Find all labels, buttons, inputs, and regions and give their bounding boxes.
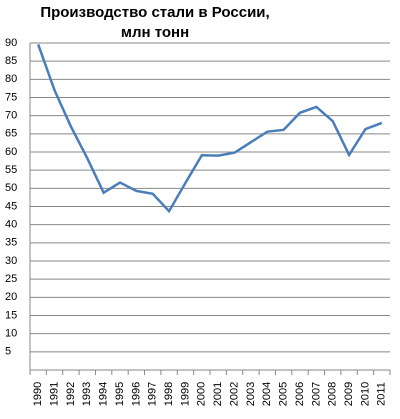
x-tick-label: 2011	[376, 382, 388, 406]
x-tick-label: 1991	[48, 382, 60, 406]
y-tick-label: 5	[5, 346, 11, 358]
x-tick-label: 2008	[327, 382, 339, 406]
x-tick-label: 2007	[310, 382, 322, 406]
x-tick-label: 2001	[212, 382, 224, 406]
x-tick-label: 1998	[163, 382, 175, 406]
x-tick-label: 1997	[147, 382, 159, 406]
chart-title: млн тонн	[121, 24, 189, 41]
y-tick-label: 15	[5, 309, 17, 321]
x-tick-label: 1999	[179, 382, 191, 406]
y-tick-label: 90	[5, 37, 17, 49]
x-tick-label: 1993	[81, 382, 93, 406]
x-tick-label: 2002	[228, 382, 240, 406]
x-tick-label: 2009	[343, 382, 355, 406]
y-tick-label: 65	[5, 128, 17, 140]
y-tick-label: 10	[5, 328, 17, 340]
y-tick-label: 80	[5, 73, 17, 85]
y-tick-label: 55	[5, 164, 17, 176]
x-tick-label: 2005	[278, 382, 290, 406]
x-tick-label: 2004	[261, 382, 273, 406]
data-line	[37, 44, 383, 214]
y-tick-label: 35	[5, 237, 17, 249]
y-tick-label: 70	[5, 110, 17, 122]
chart-title: Производство стали в России,	[40, 4, 269, 21]
y-tick-label: 45	[5, 200, 17, 212]
x-tick-label: 1994	[98, 382, 110, 406]
y-tick-label: 50	[5, 182, 17, 194]
x-tick-label: 1990	[32, 382, 44, 406]
y-tick-label: 85	[5, 55, 17, 67]
x-tick-label: 1992	[65, 382, 77, 406]
y-tick-label: 75	[5, 91, 17, 103]
y-tick-label: 60	[5, 146, 17, 158]
y-tick-label: 40	[5, 219, 17, 231]
x-tick-label: 2010	[359, 382, 371, 406]
y-tick-label: 25	[5, 273, 17, 285]
x-tick-label: 2006	[294, 382, 306, 406]
x-tick-label: 1995	[114, 382, 126, 406]
x-tick-label: 2003	[245, 382, 257, 406]
x-tick-label: 2000	[196, 382, 208, 406]
x-tick-label: 1996	[130, 382, 142, 406]
y-tick-label: 30	[5, 255, 17, 267]
y-tick-label: 20	[5, 291, 17, 303]
